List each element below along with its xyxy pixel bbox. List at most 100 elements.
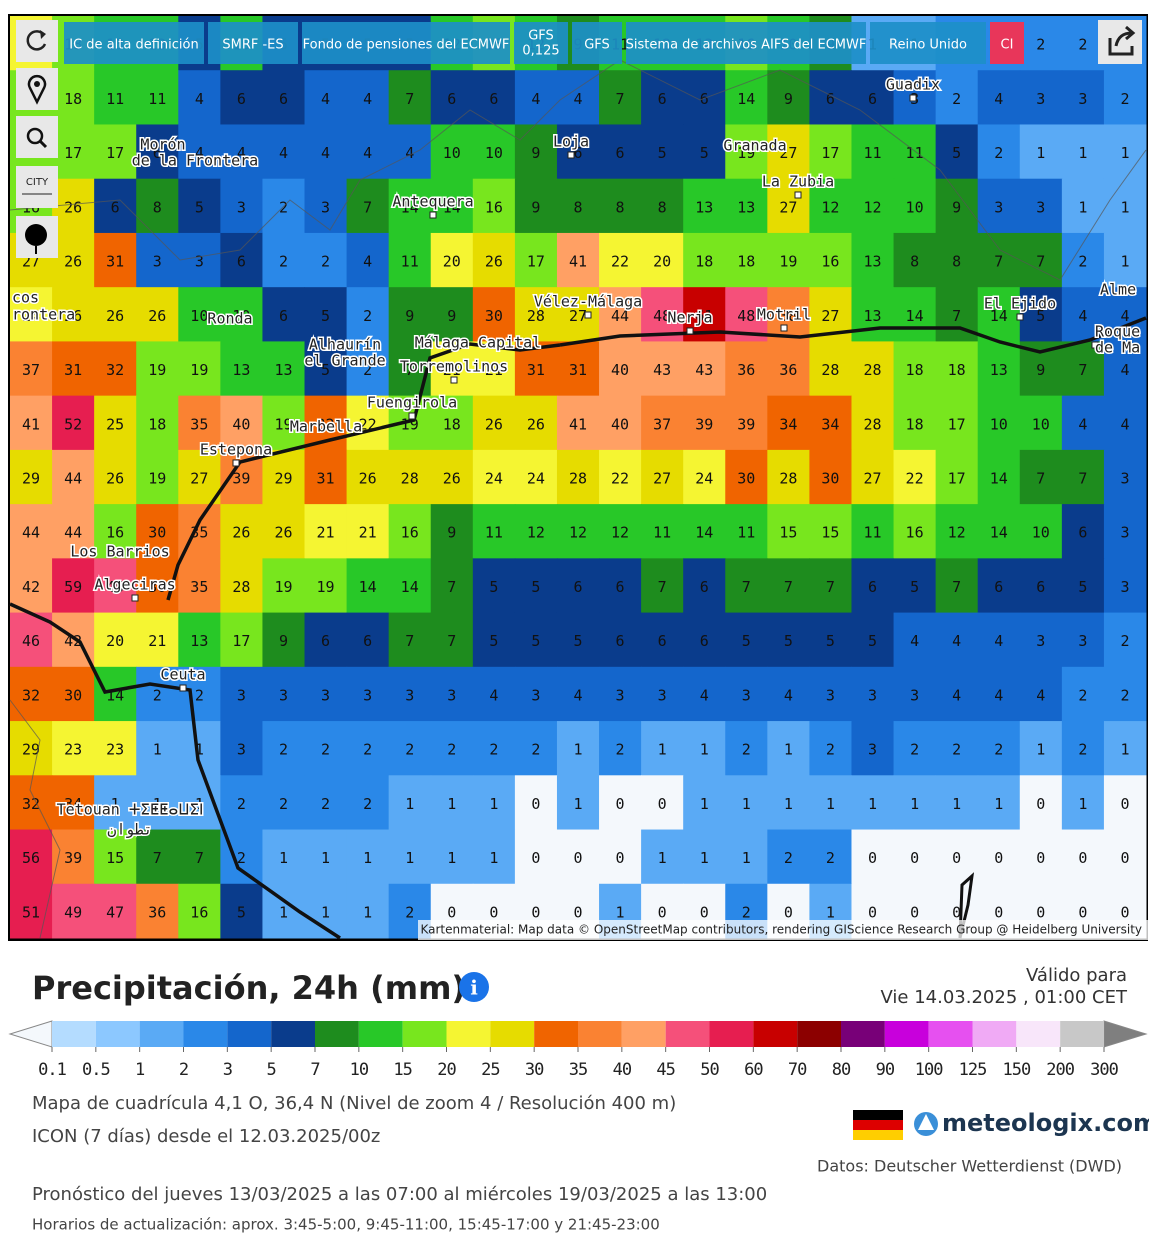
grid-value: 19 [190,361,208,379]
location-button[interactable] [16,68,58,110]
place-label: de la Frontera [132,152,258,170]
grid-cell [52,395,95,451]
valid-label: Válido para [1026,965,1127,986]
grid-value: 3 [237,686,246,704]
grid-cell [641,775,684,831]
city-button[interactable]: CITY [16,166,58,208]
grid-value: 3 [237,198,246,216]
grid-cell [851,124,895,180]
grid-value: 2 [1120,632,1129,650]
grid-value: 7 [405,90,414,108]
grid-value: 39 [695,415,713,433]
grid-value: 4 [321,90,330,108]
grid-value: 7 [616,90,625,108]
grid-value: 1 [573,741,582,759]
grid-cell [346,232,390,288]
brand-logo[interactable]: meteologix.com [914,1109,1149,1137]
grid-cell [52,504,95,559]
grid-value: 1 [573,795,582,813]
grid-value: 0 [910,903,919,921]
grid-cell [346,829,390,885]
grid-value: 7 [784,578,793,596]
grid-cell [977,504,1021,559]
button-label: Sistema de archivos AIFS del ECMWF [626,38,867,53]
toolbar-button[interactable]: Fondo de pensiones del ECMWF [302,22,510,64]
grid-value: 4 [405,144,414,162]
grid-value: 21 [359,524,377,542]
toolbar-button[interactable]: SMRF -ES [208,22,298,64]
share-button[interactable] [1098,20,1142,64]
grid-cell [556,395,600,451]
toolbar-button[interactable]: Sistema de archivos AIFS del ECMWF [626,22,867,64]
grid-cell [10,449,53,505]
zoom-button[interactable] [16,116,58,158]
grid-cell [1019,775,1063,831]
grid-cell [1061,341,1105,397]
grid-value: 13 [990,361,1008,379]
grid-cell [1061,721,1105,776]
grid-value: 0 [573,849,582,867]
refresh-button[interactable] [16,20,58,62]
toolbar-button[interactable]: GFS [572,22,622,64]
grid-cell [472,504,516,559]
grid-cell [851,287,895,342]
grid-cell [935,124,979,180]
model-info: ICON (7 días) desde el 12.03.2025/00z [32,1126,380,1147]
grid-value: 0 [910,849,919,867]
grid-value: 3 [363,686,372,704]
grid-cell [388,124,432,180]
grid-cell [388,232,432,288]
grid-cell [472,341,516,397]
grid-value: 16 [485,198,503,216]
grid-cell [851,612,895,668]
grid-cell [52,124,95,180]
grid-value: 38 [779,307,797,325]
grid-cell [809,829,852,885]
grid-value: 28 [779,470,797,488]
toolbar-button[interactable]: IC de alta definición [64,22,204,64]
grid-value: 5 [531,632,540,650]
grid-value: 5 [573,632,582,650]
grid-value: 39 [232,470,250,488]
legend-label: 5 [267,1060,276,1080]
grid-value: 4 [700,686,709,704]
dot-button[interactable] [16,216,58,258]
legend-label: 15 [393,1060,411,1080]
grid-value: 0 [1078,903,1087,921]
grid-cell [52,666,95,722]
grid-value: 2 [1036,36,1045,54]
grid-cell [178,883,221,939]
grid-cell [94,70,137,125]
grid-value: 3 [1036,90,1045,108]
grid-cell [683,395,726,451]
grid-cell [1103,395,1147,451]
grid-value: 2 [363,307,372,325]
toolbar-button[interactable]: CI [990,22,1024,64]
grid-cell [1103,721,1147,776]
grid-value: 3 [321,686,330,704]
grid-cell [851,721,895,776]
place-label: Loja [553,133,589,151]
grid-value: 5 [489,578,498,596]
grid-cell [893,775,937,831]
grid-cell [430,449,474,505]
grid-cell [556,449,600,505]
grid-value: 3 [531,686,540,704]
grid-cell [304,449,348,505]
grid-value: 2 [952,741,961,759]
grid-cell [809,612,852,668]
grid-value: 4 [952,632,961,650]
toolbar-button[interactable]: Reino Unido [870,22,986,64]
place-marker [232,459,240,467]
grid-value: 24 [22,307,40,325]
grid-value: 10 [232,307,250,325]
grid-value: 2 [910,741,919,759]
grid-cell [94,612,137,668]
info-button[interactable]: i [459,972,489,1002]
grid-cell [514,178,558,234]
grid-value: 4 [1078,307,1087,325]
grid-cell [599,124,642,180]
grid-value: 11 [485,524,503,542]
german-flag [853,1110,903,1140]
